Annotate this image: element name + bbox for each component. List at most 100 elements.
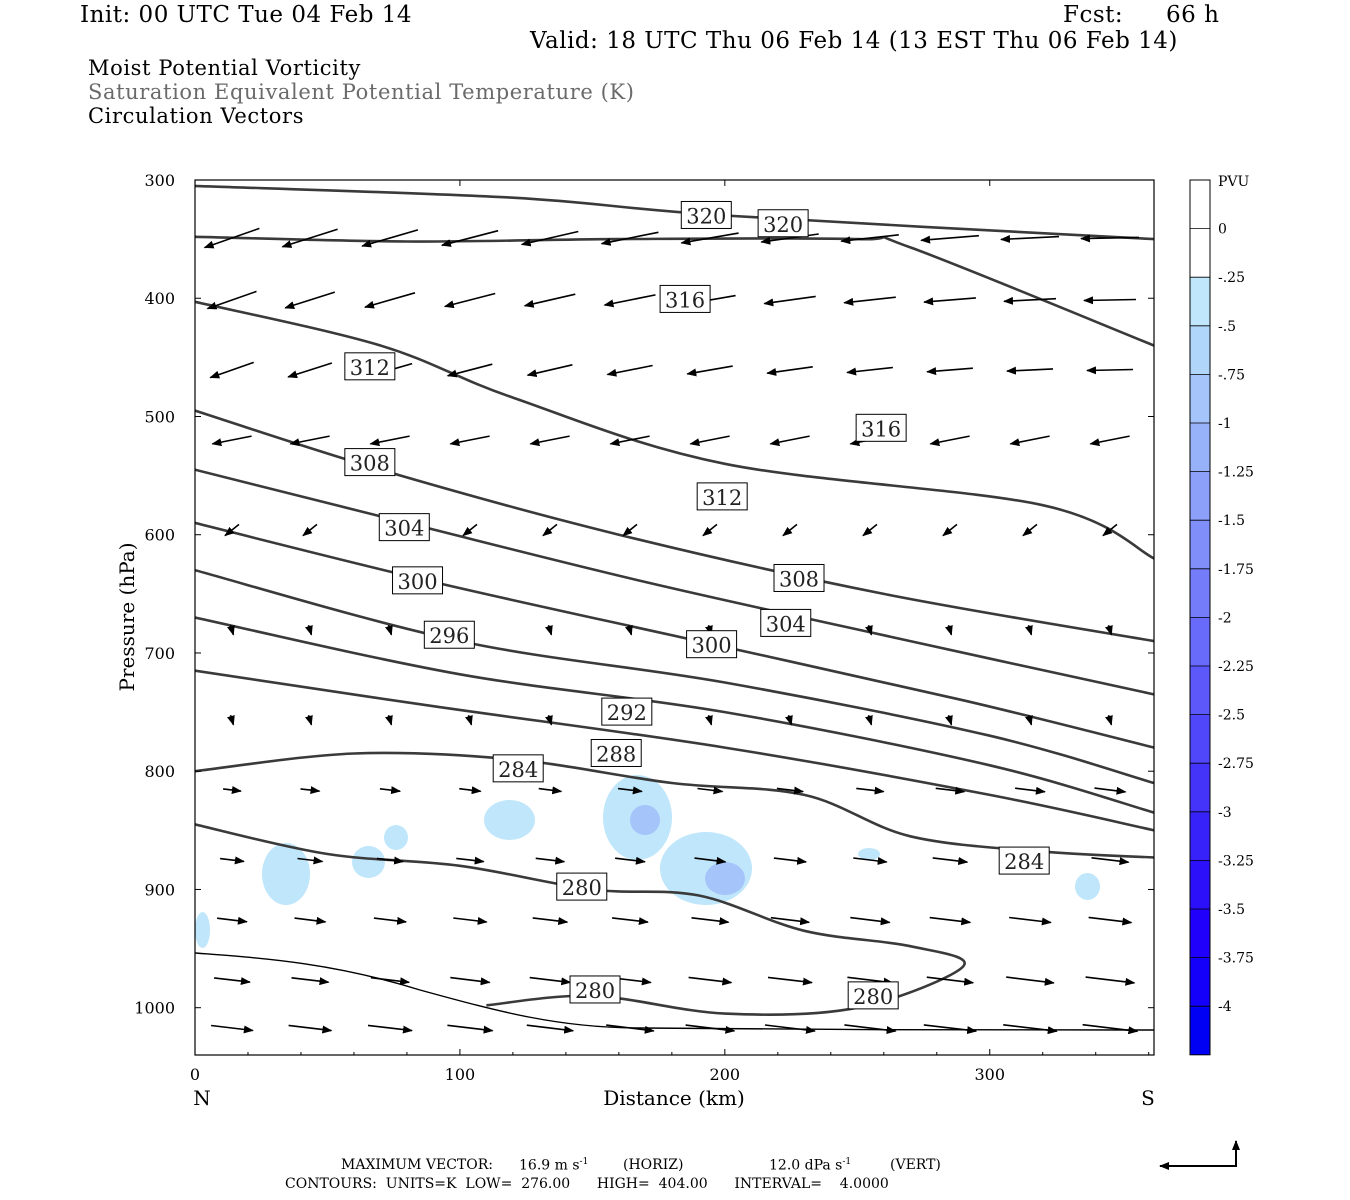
wind-vector: [770, 916, 811, 926]
wind-vector: [1089, 435, 1130, 447]
wind-vector: [689, 435, 730, 447]
wind-vector: [926, 976, 975, 986]
contour-label-box: [659, 284, 711, 313]
wind-vector: [945, 624, 953, 636]
contours-summary: CONTOURS: UNITS=K LOW= 276.00 HIGH= 404.…: [285, 1176, 889, 1192]
wind-vector: [862, 523, 878, 537]
y-tick-label: 900: [144, 880, 175, 899]
y-tick-label: 600: [144, 526, 175, 545]
pv-region: [1075, 873, 1100, 900]
wind-vector: [1091, 857, 1130, 866]
wind-vector: [203, 227, 260, 249]
north-label: N: [193, 1086, 211, 1110]
contour-label: 296: [429, 624, 469, 648]
wind-vector: [361, 229, 419, 248]
colorbar-label: -.75: [1218, 367, 1245, 383]
y-tick-label: 800: [144, 762, 175, 781]
south-label: S: [1141, 1086, 1155, 1110]
wind-vector: [1006, 366, 1054, 375]
wind-vector: [385, 714, 393, 726]
wind-vector: [281, 228, 338, 248]
colorbar-label: -2: [1218, 610, 1232, 626]
wind-vector: [856, 786, 885, 795]
wind-vector: [529, 435, 570, 447]
wind-vector: [1003, 1024, 1058, 1035]
wind-vector: [1088, 916, 1133, 926]
contour-label: 288: [596, 742, 636, 766]
wind-vector: [209, 361, 254, 379]
max-vert-value: 12.0 dPa s-1: [769, 1157, 852, 1174]
contour-label-box: [492, 754, 544, 783]
contour-label-box: [344, 448, 396, 477]
wind-vector: [702, 523, 718, 537]
wind-vector: [520, 230, 579, 247]
wind-vector: [443, 292, 496, 309]
colorbar-label: -3.25: [1218, 853, 1254, 869]
wind-vector: [685, 1024, 736, 1034]
theta-contour-320: [195, 184, 1154, 241]
wind-vector: [945, 714, 953, 726]
wind-vector: [850, 916, 891, 926]
x-tick-label: 300: [974, 1065, 1005, 1084]
terrain-line: [195, 952, 1154, 1031]
wind-vector: [446, 363, 493, 378]
contour-label-box: [855, 413, 907, 442]
colorbar-swatch: [1190, 1006, 1210, 1055]
colorbar-swatch: [1190, 423, 1210, 472]
wind-vector: [694, 856, 727, 865]
pv-shading: [195, 775, 1100, 948]
colorbar-label: -4: [1218, 999, 1232, 1015]
contour-label: 280: [853, 985, 893, 1009]
colorbar-swatch: [1190, 277, 1210, 326]
colorbar-swatch: [1190, 568, 1210, 618]
wind-vector: [769, 435, 810, 447]
wind-vector: [782, 523, 798, 537]
wind-vector: [526, 1024, 575, 1034]
contour-label-box: [601, 697, 653, 726]
wind-vector: [680, 232, 739, 246]
wind-vector: [766, 366, 813, 376]
theta-contour-300: [195, 521, 1154, 749]
wind-vector: [929, 916, 972, 926]
field-title-thetae: Saturation Equivalent Potential Temperat…: [88, 80, 635, 104]
wind-vector: [853, 856, 888, 865]
contour-label-box: [847, 981, 899, 1010]
wind-vector: [294, 916, 327, 925]
wind-vector: [529, 976, 572, 986]
colorbar-label: -3.75: [1218, 951, 1254, 967]
wind-vector: [450, 976, 491, 986]
colorbar-swatch: [1190, 957, 1210, 1007]
wind-vector: [929, 435, 970, 447]
colorbar-swatch: [1190, 666, 1210, 715]
contour-label: 300: [692, 634, 732, 658]
colorbar-swatch: [1190, 374, 1210, 423]
theta-contours: [195, 184, 1154, 1031]
wind-vector: [767, 976, 813, 986]
wind-vector: [1080, 234, 1140, 243]
contour-label-box: [998, 846, 1050, 875]
wind-vector: [932, 857, 969, 865]
colorbar-swatch: [1190, 617, 1210, 666]
wind-vector: [223, 786, 242, 794]
colorbar-label: -3: [1218, 805, 1232, 821]
init-time: Init: 00 UTC Tue 04 Feb 14: [80, 2, 413, 28]
wind-vector: [545, 624, 553, 636]
wind-vector: [785, 714, 793, 726]
wind-vector: [920, 234, 979, 244]
wind-vector: [220, 856, 245, 865]
contour-label-box: [696, 482, 748, 511]
contour-label: 312: [702, 486, 742, 510]
wind-vector: [367, 1024, 413, 1034]
pv-region: [262, 843, 310, 905]
theta-contour-284: [195, 751, 1154, 859]
wind-vector: [538, 786, 563, 795]
wind-vector: [1085, 976, 1136, 986]
wind-vector: [364, 292, 416, 309]
field-title-vectors: Circulation Vectors: [88, 104, 305, 128]
wind-vector: [776, 786, 805, 795]
colorbar-swatch: [1190, 714, 1210, 764]
x-tick-label: 0: [190, 1065, 200, 1084]
contour-label: 280: [562, 876, 602, 900]
contour-label: 316: [665, 288, 705, 312]
